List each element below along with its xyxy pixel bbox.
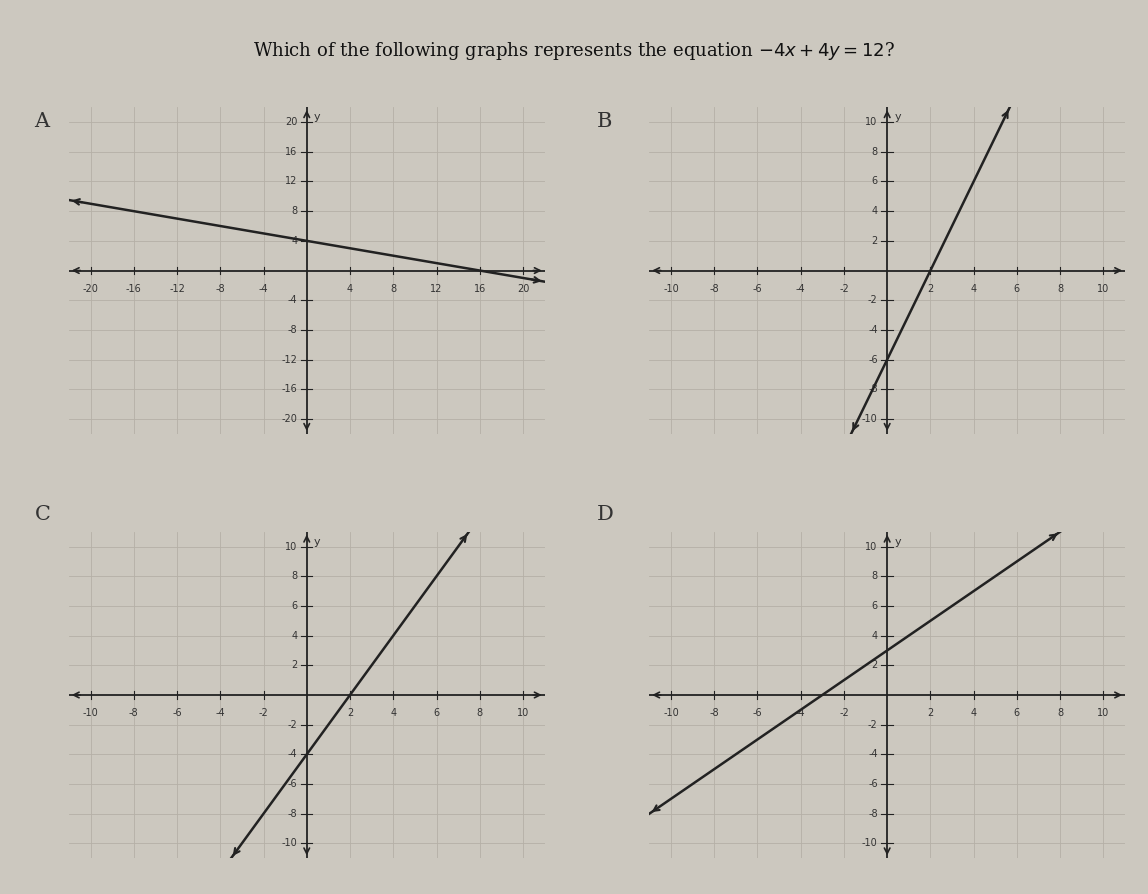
Text: -8: -8	[868, 809, 878, 819]
Text: -4: -4	[288, 295, 297, 305]
Text: 6: 6	[1014, 283, 1019, 293]
Text: 4: 4	[390, 708, 396, 718]
Text: 8: 8	[871, 571, 878, 581]
Text: 2: 2	[928, 283, 933, 293]
Text: -10: -10	[862, 839, 878, 848]
Text: 8: 8	[292, 207, 297, 216]
Text: 10: 10	[866, 117, 878, 127]
Text: -2: -2	[287, 720, 297, 730]
Text: 10: 10	[866, 542, 878, 552]
Text: 8: 8	[1057, 283, 1063, 293]
Text: -16: -16	[126, 283, 141, 293]
Text: -20: -20	[281, 414, 297, 424]
Text: -10: -10	[83, 708, 99, 718]
Text: -6: -6	[753, 708, 762, 718]
Text: 16: 16	[285, 147, 297, 156]
Text: B: B	[597, 112, 612, 131]
Text: -4: -4	[288, 749, 297, 759]
Text: -6: -6	[868, 355, 878, 365]
Text: 2: 2	[871, 236, 878, 246]
Text: -2: -2	[868, 295, 878, 305]
Text: 2: 2	[290, 661, 297, 670]
Text: 6: 6	[871, 601, 878, 611]
Text: 6: 6	[434, 708, 440, 718]
Text: D: D	[597, 505, 614, 524]
Text: 2: 2	[871, 661, 878, 670]
Text: Which of the following graphs represents the equation $-4x + 4y = 12$?: Which of the following graphs represents…	[253, 40, 895, 63]
Text: 4: 4	[970, 283, 977, 293]
Text: -4: -4	[868, 749, 878, 759]
Text: 6: 6	[1014, 708, 1019, 718]
Text: -10: -10	[664, 283, 678, 293]
Text: 8: 8	[476, 708, 483, 718]
Text: 8: 8	[292, 571, 297, 581]
Text: 8: 8	[390, 283, 396, 293]
Text: 10: 10	[285, 542, 297, 552]
Text: -4: -4	[796, 708, 806, 718]
Text: -4: -4	[868, 325, 878, 335]
Text: -8: -8	[709, 283, 719, 293]
Text: 8: 8	[1057, 708, 1063, 718]
Text: 6: 6	[871, 176, 878, 187]
Text: -2: -2	[258, 708, 269, 718]
Text: -10: -10	[664, 708, 678, 718]
Text: 2: 2	[347, 708, 354, 718]
Text: 4: 4	[970, 708, 977, 718]
Text: -6: -6	[753, 283, 762, 293]
Text: 4: 4	[871, 207, 878, 216]
Text: 4: 4	[347, 283, 354, 293]
Text: y: y	[894, 112, 901, 122]
Text: -6: -6	[288, 779, 297, 789]
Text: 10: 10	[1097, 708, 1109, 718]
Text: -4: -4	[796, 283, 806, 293]
Text: 12: 12	[430, 283, 443, 293]
Text: 20: 20	[517, 283, 529, 293]
Text: -20: -20	[83, 283, 99, 293]
Text: 20: 20	[285, 117, 297, 127]
Text: 12: 12	[285, 176, 297, 187]
Text: -8: -8	[216, 283, 225, 293]
Text: -8: -8	[868, 384, 878, 394]
Text: -12: -12	[281, 355, 297, 365]
Text: 6: 6	[292, 601, 297, 611]
Text: -8: -8	[288, 325, 297, 335]
Text: -2: -2	[839, 708, 848, 718]
Text: -4: -4	[216, 708, 225, 718]
Text: y: y	[894, 536, 901, 546]
Text: C: C	[34, 505, 51, 524]
Text: 8: 8	[871, 147, 878, 156]
Text: 4: 4	[292, 630, 297, 641]
Text: 10: 10	[1097, 283, 1109, 293]
Text: 10: 10	[517, 708, 529, 718]
Text: -8: -8	[129, 708, 139, 718]
Text: -4: -4	[258, 283, 269, 293]
Text: -2: -2	[839, 283, 848, 293]
Text: A: A	[34, 112, 49, 131]
Text: -16: -16	[281, 384, 297, 394]
Text: -10: -10	[862, 414, 878, 424]
Text: -6: -6	[868, 779, 878, 789]
Text: 16: 16	[474, 283, 486, 293]
Text: 2: 2	[928, 708, 933, 718]
Text: -2: -2	[868, 720, 878, 730]
Text: -12: -12	[169, 283, 185, 293]
Text: -8: -8	[709, 708, 719, 718]
Text: -8: -8	[288, 809, 297, 819]
Text: 4: 4	[292, 236, 297, 246]
Text: 4: 4	[871, 630, 878, 641]
Text: -6: -6	[172, 708, 181, 718]
Text: y: y	[313, 112, 320, 122]
Text: y: y	[313, 536, 320, 546]
Text: -10: -10	[281, 839, 297, 848]
